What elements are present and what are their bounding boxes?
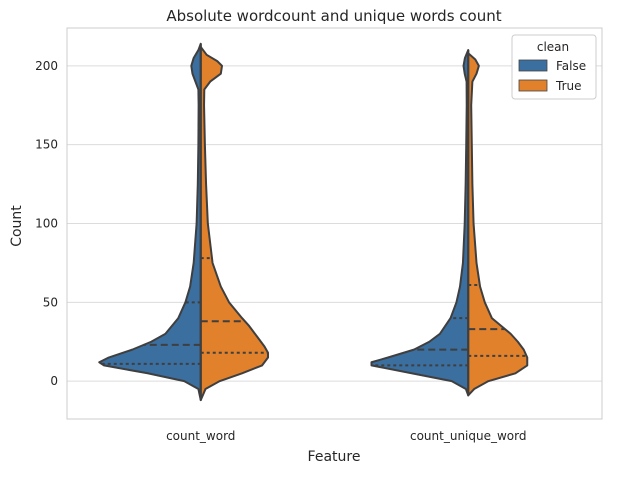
chart-title: Absolute wordcount and unique words coun… xyxy=(166,7,501,25)
violin-half-false-count_unique_word xyxy=(370,49,470,397)
violin-half-true-count_word xyxy=(199,45,270,402)
legend-swatch-false xyxy=(518,59,548,72)
y-axis-ticks: 0 50 100 150 200 xyxy=(35,59,58,388)
legend-label-false: False xyxy=(556,59,586,73)
x-tick-label: count_word xyxy=(166,429,235,443)
x-tick-label: count_unique_word xyxy=(410,429,527,443)
y-tick-label: 50 xyxy=(43,295,58,309)
y-tick-label: 200 xyxy=(35,59,58,73)
y-tick-label: 0 xyxy=(50,374,58,388)
legend: clean False True xyxy=(511,34,597,100)
violin-half-true-count_unique_word xyxy=(467,52,529,397)
y-tick-label: 100 xyxy=(35,217,58,231)
y-tick-label: 150 xyxy=(35,138,58,152)
legend-label-true: True xyxy=(555,79,582,93)
y-axis-label: Count xyxy=(9,205,25,247)
violins xyxy=(98,42,529,402)
x-axis-label: Feature xyxy=(308,449,361,465)
gridlines xyxy=(67,65,602,382)
legend-swatch-true xyxy=(518,79,548,92)
legend-title: clean xyxy=(537,40,569,54)
plot-frame xyxy=(66,27,603,420)
x-axis-ticks: count_word count_unique_word xyxy=(166,429,526,443)
